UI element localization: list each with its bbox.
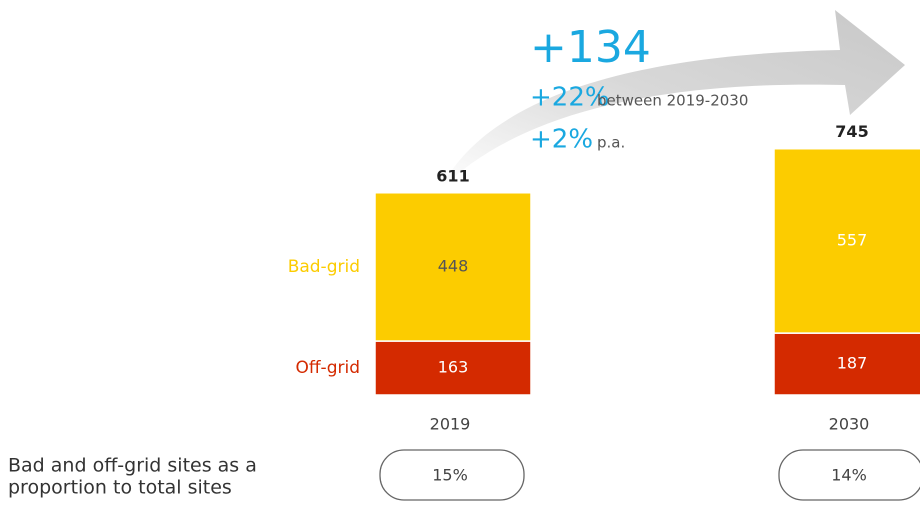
proportion-pill	[778, 449, 920, 501]
proportion-label: Bad and off-grid sites as a	[8, 455, 257, 477]
bar-segment	[374, 192, 532, 342]
total-label: 611	[436, 166, 469, 185]
total-label: 745	[835, 122, 868, 141]
legend-label: Bad-grid	[288, 257, 360, 277]
pct-change: +22%	[530, 83, 610, 113]
growth-arrow	[440, 10, 905, 190]
bar-segment	[374, 340, 532, 396]
legend-label: Off-grid	[295, 358, 360, 378]
annual-change: +2%	[530, 125, 593, 155]
x-tick-label: 2019	[430, 415, 471, 434]
proportion-value: 14%	[831, 466, 867, 485]
segment-label: 557	[837, 230, 868, 249]
change-label: +134	[530, 22, 651, 73]
pct-change-note: between 2019-2030	[597, 92, 748, 110]
segment-label: 163	[438, 358, 469, 377]
x-tick-label: 2030	[829, 415, 870, 434]
proportion-pill	[379, 449, 525, 501]
bar-segment	[773, 147, 920, 334]
proportion-value: 15%	[432, 466, 468, 485]
segment-label: 448	[438, 256, 469, 275]
bar-segment	[773, 332, 920, 396]
annual-note: p.a.	[597, 134, 625, 152]
segment-label: 187	[837, 354, 868, 373]
proportion-label: proportion to total sites	[8, 477, 232, 499]
